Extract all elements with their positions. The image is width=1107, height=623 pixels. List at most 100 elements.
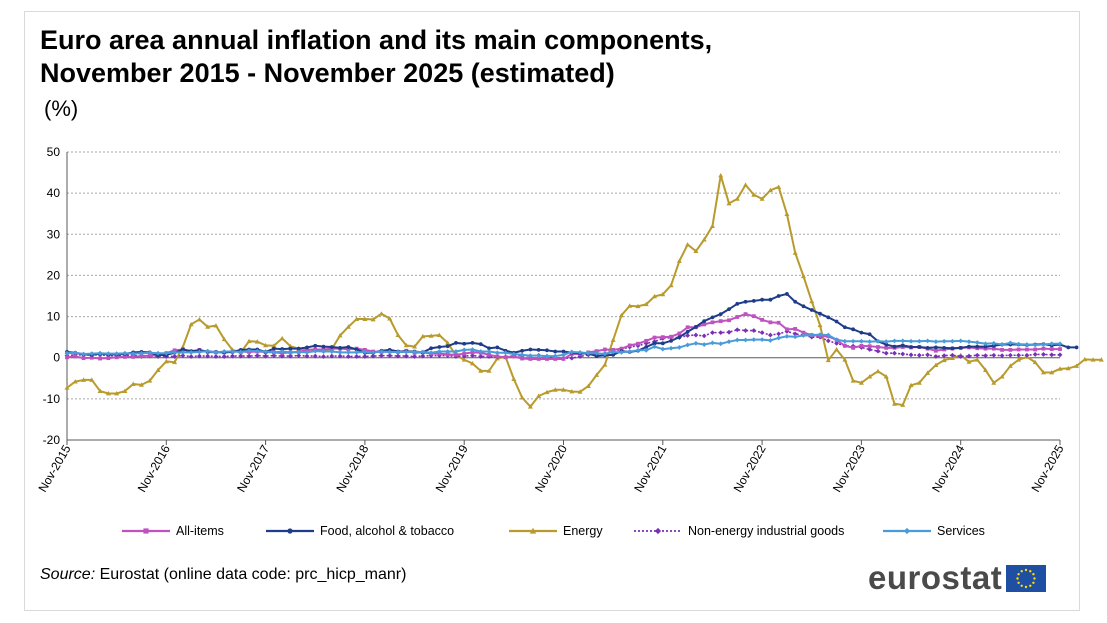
legend-marker-non-energy-industrial-goods bbox=[654, 527, 662, 535]
point-all-items-5 bbox=[106, 356, 111, 361]
point-energy-122 bbox=[1074, 363, 1080, 368]
point-non-energy-industrial-goods-61 bbox=[569, 355, 575, 361]
point-services-108 bbox=[958, 338, 964, 344]
point-energy-8 bbox=[130, 381, 136, 386]
point-services-87 bbox=[784, 333, 790, 339]
point-energy-73 bbox=[668, 282, 674, 288]
point-non-energy-industrial-goods-24 bbox=[263, 353, 268, 359]
x-tick-label-4: Nov-2019 bbox=[433, 442, 471, 494]
point-energy-95 bbox=[850, 378, 856, 383]
point-all-items-95 bbox=[851, 345, 856, 350]
point-services-47 bbox=[453, 349, 459, 354]
point-non-energy-industrial-goods-80 bbox=[726, 329, 732, 335]
x-tick-label-8: Nov-2023 bbox=[830, 442, 868, 494]
point-services-10 bbox=[147, 350, 153, 356]
point-services-36 bbox=[362, 349, 368, 355]
point-energy-96 bbox=[858, 380, 864, 385]
point-food-alcohol-tobacco-14 bbox=[180, 347, 185, 352]
point-all-items-82 bbox=[743, 312, 748, 317]
point-services-113 bbox=[999, 342, 1005, 347]
point-energy-103 bbox=[916, 380, 922, 385]
point-services-77 bbox=[701, 342, 707, 347]
point-food-alcohol-tobacco-60 bbox=[561, 349, 566, 354]
point-services-41 bbox=[403, 349, 409, 355]
point-energy-83 bbox=[751, 192, 757, 197]
point-all-items-120 bbox=[1058, 347, 1062, 351]
point-non-energy-industrial-goods-25 bbox=[271, 353, 277, 359]
point-all-items-89 bbox=[801, 330, 806, 335]
point-non-energy-industrial-goods-98 bbox=[875, 348, 881, 354]
point-all-items-49 bbox=[470, 350, 475, 355]
point-non-energy-industrial-goods-42 bbox=[412, 354, 417, 359]
point-non-energy-industrial-goods-14 bbox=[180, 353, 186, 359]
point-non-energy-industrial-goods-21 bbox=[238, 353, 244, 359]
point-services-44 bbox=[428, 350, 434, 356]
point-services-106 bbox=[941, 338, 947, 344]
point-non-energy-industrial-goods-49 bbox=[470, 353, 475, 359]
point-energy-33 bbox=[337, 332, 343, 338]
point-all-items-7 bbox=[123, 354, 127, 359]
point-energy-9 bbox=[138, 382, 144, 387]
point-all-items-80 bbox=[727, 318, 731, 323]
point-services-69 bbox=[635, 347, 641, 353]
point-services-93 bbox=[834, 337, 839, 343]
point-energy-88 bbox=[792, 250, 798, 255]
point-food-alcohol-tobacco-102 bbox=[909, 345, 913, 349]
point-energy-120 bbox=[1057, 366, 1063, 371]
point-non-energy-industrial-goods-115 bbox=[1016, 352, 1022, 358]
point-energy-50 bbox=[478, 368, 484, 373]
point-energy-49 bbox=[469, 360, 475, 366]
point-non-energy-industrial-goods-83 bbox=[751, 328, 757, 333]
point-services-102 bbox=[908, 338, 914, 344]
point-food-alcohol-tobacco-45 bbox=[437, 345, 442, 349]
point-services-100 bbox=[892, 338, 897, 344]
point-energy-13 bbox=[172, 359, 178, 365]
point-energy-17 bbox=[205, 324, 211, 329]
point-food-alcohol-tobacco-44 bbox=[429, 346, 433, 351]
point-energy-60 bbox=[561, 387, 566, 392]
legend-label-all-items: All-items bbox=[176, 524, 224, 538]
y-tick-label-6: 40 bbox=[47, 186, 61, 200]
point-non-energy-industrial-goods-34 bbox=[345, 354, 351, 359]
point-food-alcohol-tobacco-80 bbox=[727, 307, 731, 312]
point-food-alcohol-tobacco-94 bbox=[842, 325, 847, 330]
point-non-energy-industrial-goods-102 bbox=[908, 352, 914, 358]
point-non-energy-industrial-goods-108 bbox=[958, 354, 964, 359]
point-energy-111 bbox=[983, 367, 989, 372]
point-non-energy-industrial-goods-76 bbox=[693, 332, 699, 338]
point-food-alcohol-tobacco-82 bbox=[743, 299, 748, 304]
point-services-49 bbox=[470, 347, 475, 352]
point-non-energy-industrial-goods-17 bbox=[205, 353, 211, 359]
point-services-63 bbox=[585, 350, 591, 356]
point-all-items-4 bbox=[98, 356, 102, 361]
point-services-0 bbox=[64, 350, 70, 356]
point-food-alcohol-tobacco-31 bbox=[321, 344, 326, 349]
point-non-energy-industrial-goods-30 bbox=[312, 353, 318, 359]
point-energy-15 bbox=[188, 321, 194, 327]
point-food-alcohol-tobacco-52 bbox=[495, 345, 500, 350]
point-energy-119 bbox=[1049, 370, 1055, 375]
point-energy-42 bbox=[412, 344, 418, 349]
point-services-22 bbox=[246, 348, 252, 354]
series-line-energy bbox=[66, 174, 1102, 408]
point-food-alcohol-tobacco-50 bbox=[478, 342, 483, 347]
point-energy-11 bbox=[155, 367, 161, 372]
point-services-55 bbox=[519, 352, 525, 358]
point-energy-7 bbox=[122, 388, 128, 393]
point-energy-94 bbox=[842, 357, 848, 362]
point-food-alcohol-tobacco-75 bbox=[685, 329, 690, 334]
point-non-energy-industrial-goods-23 bbox=[254, 353, 260, 359]
point-services-56 bbox=[528, 353, 533, 359]
point-services-116 bbox=[1024, 342, 1030, 347]
point-services-97 bbox=[867, 339, 873, 345]
chart-title-line2: November 2015 - November 2025 (estimated… bbox=[40, 58, 615, 88]
point-food-alcohol-tobacco-66 bbox=[611, 352, 616, 357]
point-all-items-75 bbox=[685, 325, 690, 330]
point-energy-100 bbox=[892, 401, 897, 406]
point-all-items-55 bbox=[520, 356, 525, 361]
point-energy-124 bbox=[1090, 357, 1096, 362]
point-all-items-85 bbox=[768, 320, 773, 325]
point-energy-40 bbox=[395, 332, 401, 337]
point-services-91 bbox=[817, 332, 823, 338]
point-non-energy-industrial-goods-105 bbox=[933, 354, 939, 359]
